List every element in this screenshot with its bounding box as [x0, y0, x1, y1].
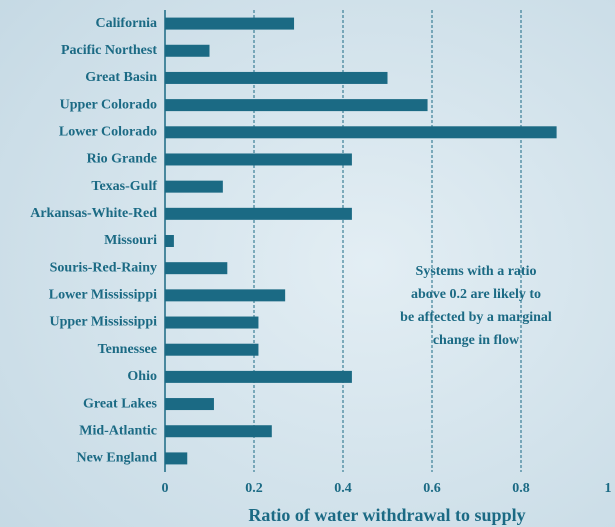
bar: [165, 71, 388, 84]
x-tick-label: 0: [162, 481, 169, 496]
x-tick-label: 0.2: [245, 481, 263, 496]
x-tick-label: 0.4: [334, 481, 352, 496]
x-tick-label: 0.6: [423, 481, 441, 496]
bar: [165, 370, 352, 383]
bar: [165, 207, 352, 220]
bar: [165, 452, 188, 465]
y-tick-label: New England: [76, 451, 157, 466]
bar: [165, 180, 223, 193]
x-tick-label: 1: [605, 481, 612, 496]
y-tick-label: Missouri: [104, 233, 157, 248]
y-tick-label: Mid-Atlantic: [79, 423, 157, 438]
annotation: change in flow: [433, 333, 520, 348]
bar: [165, 235, 174, 247]
y-tick-label: California: [96, 16, 157, 31]
y-tick-label: Texas-Gulf: [91, 179, 157, 194]
bar: [165, 153, 352, 166]
y-tick-label: Souris-Red-Rainy: [50, 260, 157, 275]
y-tick-label: Pacific Northest: [61, 43, 157, 58]
annotation: above 0.2 are likely to: [411, 287, 541, 302]
y-tick-label: Tennessee: [98, 342, 157, 357]
y-tick-label: Great Lakes: [83, 396, 158, 411]
y-tick-label: Rio Grande: [87, 152, 157, 167]
y-tick-label: Lower Mississippi: [49, 288, 157, 303]
y-tick-label: Lower Colorado: [59, 125, 157, 140]
annotation: Systems with a ratio: [416, 264, 537, 279]
x-axis-label: Ratio of water withdrawal to supply: [248, 505, 525, 525]
bar: [165, 126, 557, 139]
bar: [165, 316, 259, 329]
x-tick-label: 0.8: [512, 481, 530, 496]
y-tick-label: Arkansas-White-Red: [30, 206, 157, 221]
bar: [165, 262, 228, 275]
bar: [165, 398, 214, 411]
bar: [165, 289, 286, 302]
bar: [165, 17, 295, 30]
y-tick-label: Ohio: [127, 369, 157, 384]
y-tick-label: Great Basin: [85, 70, 157, 85]
y-tick-label: Upper Mississippi: [50, 315, 158, 330]
bar: [165, 44, 210, 57]
bar: [165, 425, 272, 438]
y-tick-label: Upper Colorado: [60, 97, 157, 112]
bar: [165, 343, 259, 356]
annotation: be affected by a marginal: [400, 310, 552, 325]
bar: [165, 99, 428, 112]
